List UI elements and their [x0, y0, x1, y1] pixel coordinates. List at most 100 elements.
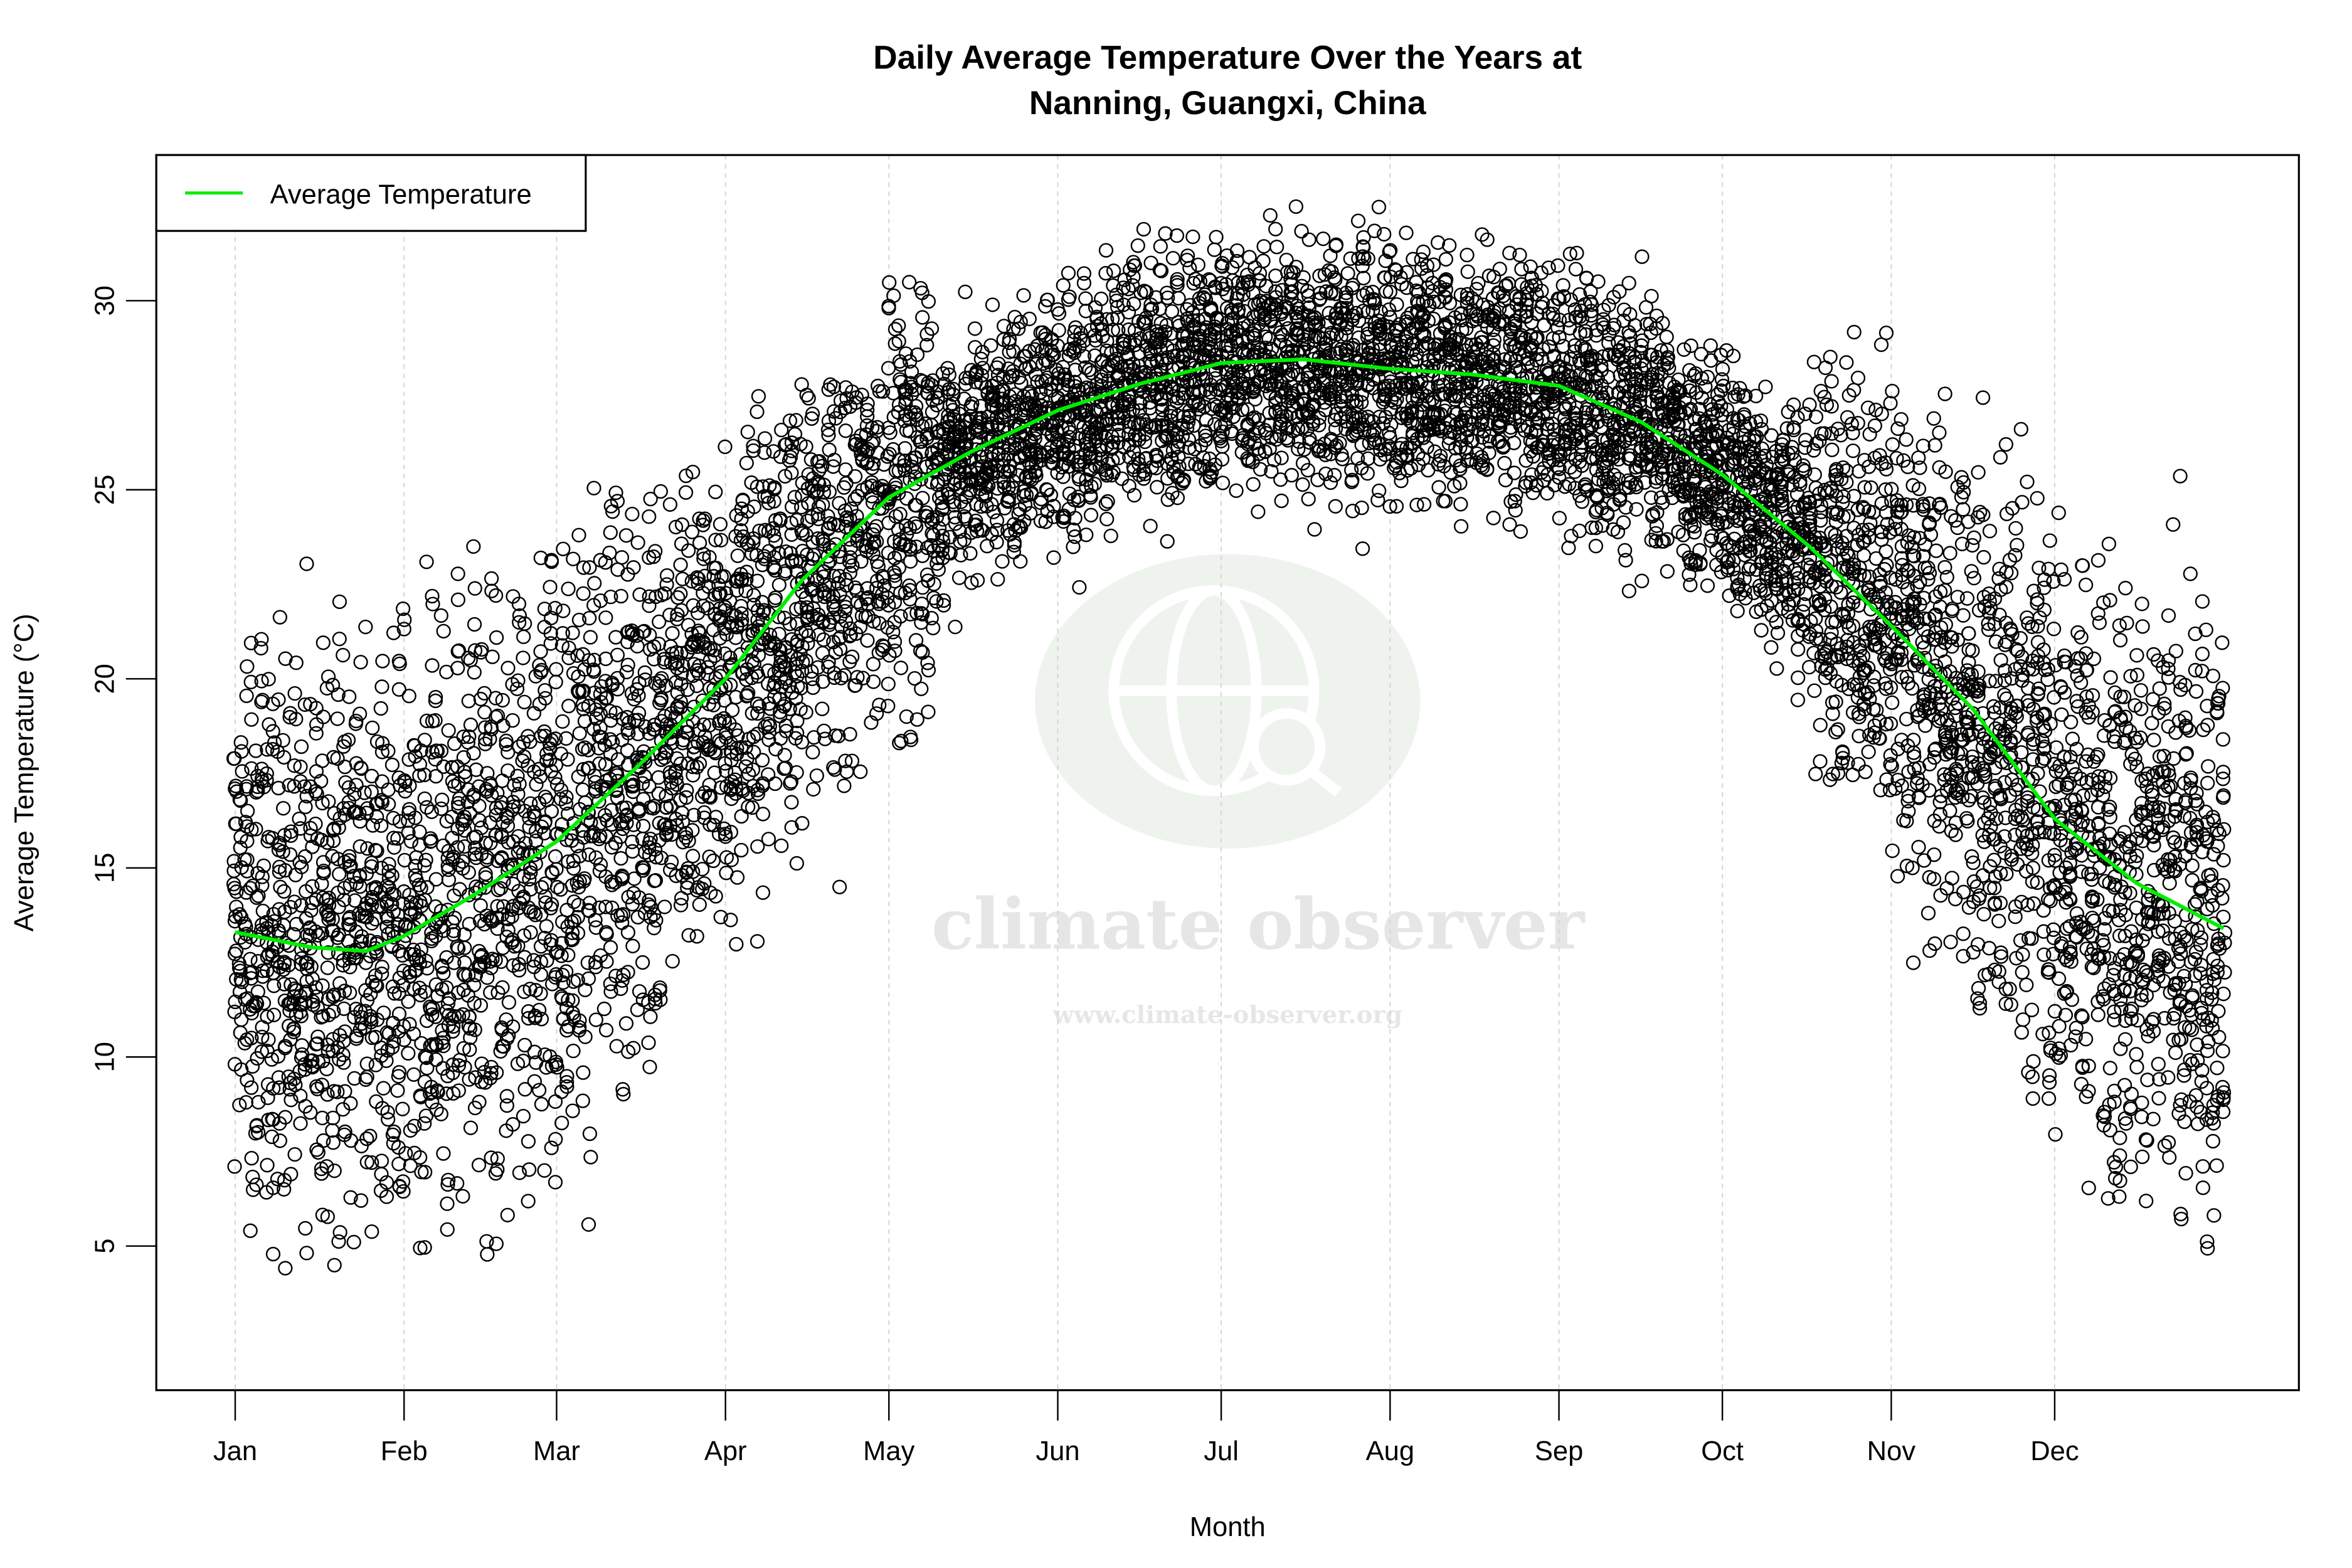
data-point: [527, 1074, 542, 1089]
data-point: [262, 717, 277, 732]
data-point: [417, 767, 432, 783]
data-point: [479, 1234, 494, 1249]
data-point: [980, 462, 995, 477]
data-point: [423, 834, 438, 849]
data-point: [572, 849, 587, 864]
data-point: [815, 645, 830, 661]
data-point: [821, 428, 836, 443]
data-point: [250, 984, 265, 999]
data-point: [766, 482, 782, 497]
data-point: [642, 893, 657, 908]
data-point: [1438, 252, 1454, 267]
data-point: [1372, 483, 1387, 499]
data-point: [357, 785, 372, 800]
data-point: [411, 949, 426, 964]
data-point: [577, 662, 592, 677]
data-point: [598, 925, 614, 940]
data-point: [935, 528, 950, 544]
data-point: [417, 1116, 432, 1131]
data-point: [685, 823, 700, 838]
data-point: [798, 704, 813, 720]
data-point: [664, 827, 679, 842]
data-point: [893, 506, 908, 522]
data-point: [409, 850, 424, 865]
data-point: [244, 971, 259, 986]
data-point: [733, 523, 748, 538]
data-point: [1160, 534, 1175, 549]
data-point: [681, 618, 696, 633]
data-point: [936, 376, 952, 391]
data-point: [320, 1209, 335, 1224]
data-point: [543, 636, 558, 651]
data-point: [283, 1093, 299, 1108]
data-point: [801, 628, 816, 644]
data-point: [805, 671, 820, 686]
data-point: [226, 751, 241, 766]
data-point: [793, 681, 808, 696]
data-point: [842, 727, 857, 742]
data-point: [332, 867, 347, 882]
data-point: [603, 746, 618, 761]
data-point: [826, 379, 842, 395]
data-point: [396, 1019, 411, 1034]
data-point: [467, 581, 482, 596]
data-point: [379, 1189, 395, 1204]
data-point: [315, 795, 330, 811]
data-point: [696, 717, 711, 733]
data-point: [577, 714, 593, 729]
data-point: [283, 824, 299, 839]
data-point: [626, 817, 641, 832]
data-point: [619, 815, 634, 830]
data-point: [321, 1007, 336, 1022]
data-point: [767, 563, 783, 578]
data-point: [724, 702, 740, 718]
data-point: [374, 1041, 389, 1056]
data-point: [278, 1110, 293, 1125]
data-point: [750, 934, 765, 949]
data-point: [641, 1035, 656, 1051]
data-point: [544, 610, 559, 625]
data-point: [817, 731, 833, 746]
data-point: [347, 787, 362, 802]
data-point: [619, 664, 634, 680]
data-point: [359, 1056, 374, 1071]
data-point: [809, 588, 825, 603]
data-point: [490, 785, 505, 800]
data-point: [325, 911, 340, 926]
data-point: [1251, 504, 1266, 519]
data-point: [603, 713, 618, 728]
data-point: [610, 562, 625, 577]
data-point: [255, 869, 270, 884]
data-point: [1301, 492, 1316, 507]
data-point: [784, 435, 800, 450]
data-point: [395, 1101, 410, 1116]
data-point: [880, 590, 895, 605]
data-point: [352, 839, 368, 854]
data-point: [248, 999, 263, 1014]
data-point: [272, 1133, 287, 1148]
data-point: [1185, 229, 1200, 245]
data-point: [436, 838, 451, 854]
data-point: [673, 558, 688, 573]
data-point: [259, 773, 274, 788]
data-point: [712, 586, 728, 601]
data-point: [588, 1012, 603, 1027]
data-point: [834, 619, 849, 634]
data-point: [326, 833, 341, 849]
data-point: [326, 1135, 341, 1150]
data-point: [782, 617, 797, 632]
data-point: [951, 570, 967, 585]
data-point: [757, 431, 773, 446]
data-point: [610, 682, 625, 697]
data-point: [761, 832, 776, 847]
data-point: [300, 955, 315, 971]
data-point: [364, 916, 379, 931]
data-point: [555, 967, 570, 983]
data-point: [430, 743, 445, 759]
data-point: [959, 489, 974, 504]
data-point: [657, 899, 672, 914]
data-point: [625, 774, 640, 789]
data-point: [670, 590, 686, 605]
data-point: [398, 1146, 413, 1161]
data-point: [920, 655, 935, 670]
